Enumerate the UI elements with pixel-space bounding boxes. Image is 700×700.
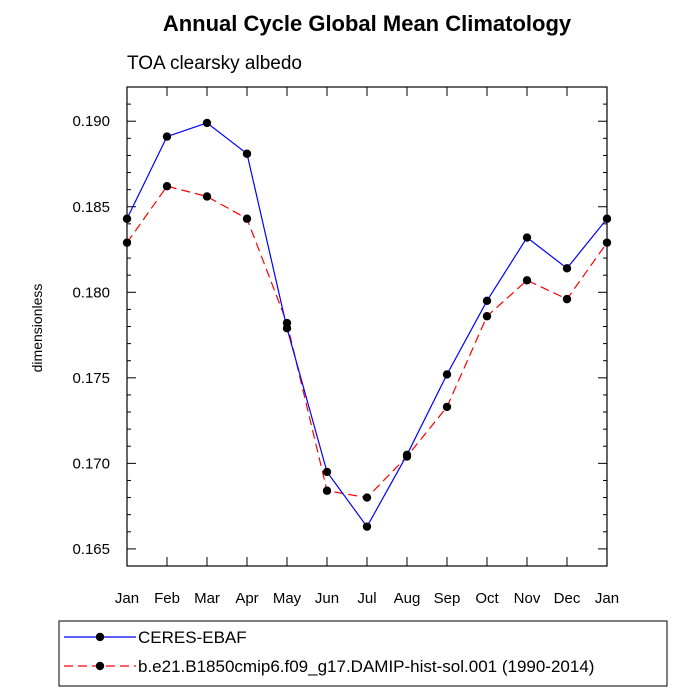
axes: 0.165 0.170 0.175 0.180 0.185 0.190 Jan Feb Mar A… <box>72 86 619 607</box>
y-tick-label: 0.170 <box>72 455 110 472</box>
data-point <box>402 452 412 461</box>
legend-box <box>58 620 668 687</box>
x-tick-label: Oct <box>475 590 499 607</box>
data-point <box>562 294 572 304</box>
data-point <box>162 132 172 141</box>
data-point <box>602 238 612 247</box>
data-point <box>482 296 492 306</box>
data-point <box>242 149 252 158</box>
data-point <box>562 264 572 273</box>
data-point <box>122 238 132 247</box>
x-tick-label: Sep <box>434 590 461 607</box>
data-point <box>122 214 132 223</box>
data-point <box>202 118 212 128</box>
chart-title: Annual Cycle Global Mean Climatology <box>163 11 572 36</box>
legend: CERES-EBAF b.e21.B1850cmip6.f09_g17.DAMIP… <box>58 620 668 687</box>
data-point <box>242 214 252 223</box>
x-tick-label: Jan <box>115 590 139 607</box>
legend-label: CERES-EBAF <box>138 628 247 647</box>
x-tick-label: Dec <box>554 590 581 607</box>
data-point <box>522 233 532 242</box>
x-tick-label: Nov <box>514 590 541 607</box>
data-point <box>162 182 172 191</box>
data-point <box>322 486 332 495</box>
data-point <box>282 318 292 328</box>
x-tick-label: Apr <box>235 590 258 607</box>
data-point <box>442 370 452 379</box>
x-tick-label: May <box>273 590 302 607</box>
data-point <box>202 192 212 201</box>
data-point <box>522 276 532 285</box>
legend-label: b.e21.B1850cmip6.f09_g17.DAMIP-hist-sol.… <box>138 657 594 676</box>
data-point <box>362 522 372 531</box>
x-tick-label: Aug <box>394 590 421 607</box>
chart-subtitle: TOA clearsky albedo <box>127 53 302 74</box>
x-tick-label: Jan <box>595 590 619 607</box>
data-point <box>482 312 492 321</box>
series-layer <box>122 118 612 531</box>
y-tick-label: 0.185 <box>72 199 110 216</box>
data-point <box>322 467 332 477</box>
data-point <box>362 493 372 502</box>
y-tick-label: 0.165 <box>72 541 110 558</box>
y-tick-label: 0.175 <box>72 370 110 387</box>
x-tick-label: Mar <box>194 590 220 607</box>
x-tick-label: Feb <box>154 590 180 607</box>
legend-marker <box>95 661 105 671</box>
data-point <box>602 214 612 223</box>
y-axis-label: dimensionless <box>29 284 45 373</box>
x-tick-label: Jun <box>315 590 339 607</box>
y-tick-label: 0.190 <box>72 113 110 130</box>
series-line <box>126 122 608 528</box>
legend-marker <box>95 632 105 642</box>
y-tick-label: 0.180 <box>72 284 110 301</box>
data-point <box>442 402 452 412</box>
x-tick-label: Jul <box>357 590 376 607</box>
series-line <box>126 185 608 499</box>
